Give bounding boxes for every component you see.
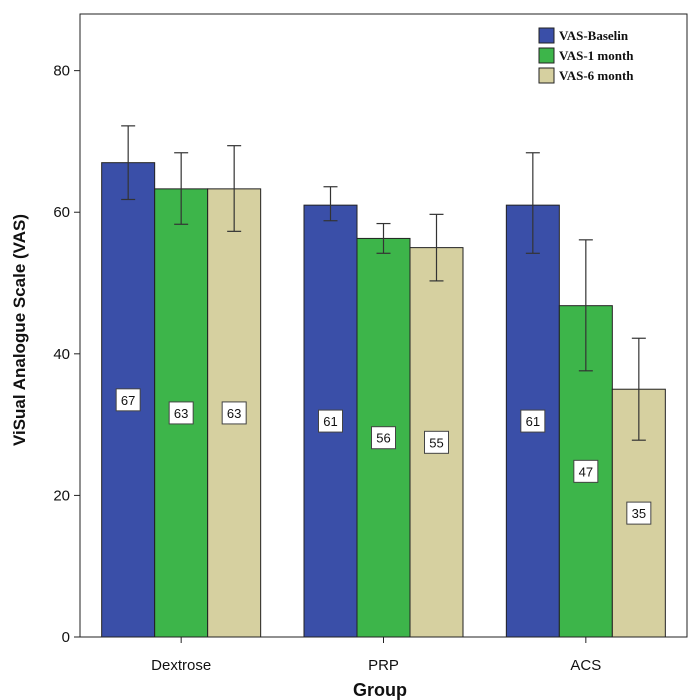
x-tick-label: Dextrose: [151, 657, 211, 674]
data-label: 55: [429, 435, 443, 450]
data-label: 47: [579, 464, 593, 479]
y-axis-title: ViSual Analogue Scale (VAS): [10, 214, 29, 446]
data-label: 56: [376, 431, 390, 446]
data-label-box: [318, 409, 343, 433]
legend-label: VAS-Baselin: [559, 28, 629, 43]
data-label-box: [424, 430, 449, 454]
x-axis-title: Group: [353, 680, 407, 700]
legend-label: VAS-1 month: [559, 48, 634, 63]
x-tick-label: ACS: [570, 657, 601, 674]
data-label-box: [168, 401, 194, 425]
y-axis: 0 20 40 60 80: [53, 63, 80, 646]
data-label: 63: [174, 406, 188, 421]
data-label: 63: [227, 406, 241, 421]
y-tick-label: 80: [53, 63, 70, 80]
data-label-box: [626, 501, 652, 525]
bars: 67 63 63 61 56 55 61 47 35: [101, 125, 666, 638]
legend-swatch: [538, 67, 555, 84]
data-label-box: [221, 401, 247, 425]
legend-label: VAS-6 month: [559, 68, 634, 83]
data-label-box: [115, 388, 141, 412]
y-tick-label: 0: [62, 629, 70, 646]
legend-swatch: [538, 47, 555, 64]
y-tick-label: 60: [53, 204, 70, 221]
data-label-box: [371, 426, 396, 450]
x-tick-label: PRP: [368, 657, 399, 674]
legend: VAS-Baselin VAS-1 month VAS-6 month: [538, 27, 634, 84]
data-label-box: [573, 459, 599, 483]
legend-swatch: [538, 27, 555, 44]
data-label: 61: [323, 414, 337, 429]
data-label-box: [520, 409, 546, 433]
y-tick-label: 20: [53, 487, 70, 504]
data-label: 61: [526, 414, 540, 429]
x-axis: Dextrose PRP ACS: [151, 637, 601, 674]
data-label: 35: [632, 506, 646, 521]
y-tick-label: 40: [53, 346, 70, 363]
data-label: 67: [121, 393, 135, 408]
